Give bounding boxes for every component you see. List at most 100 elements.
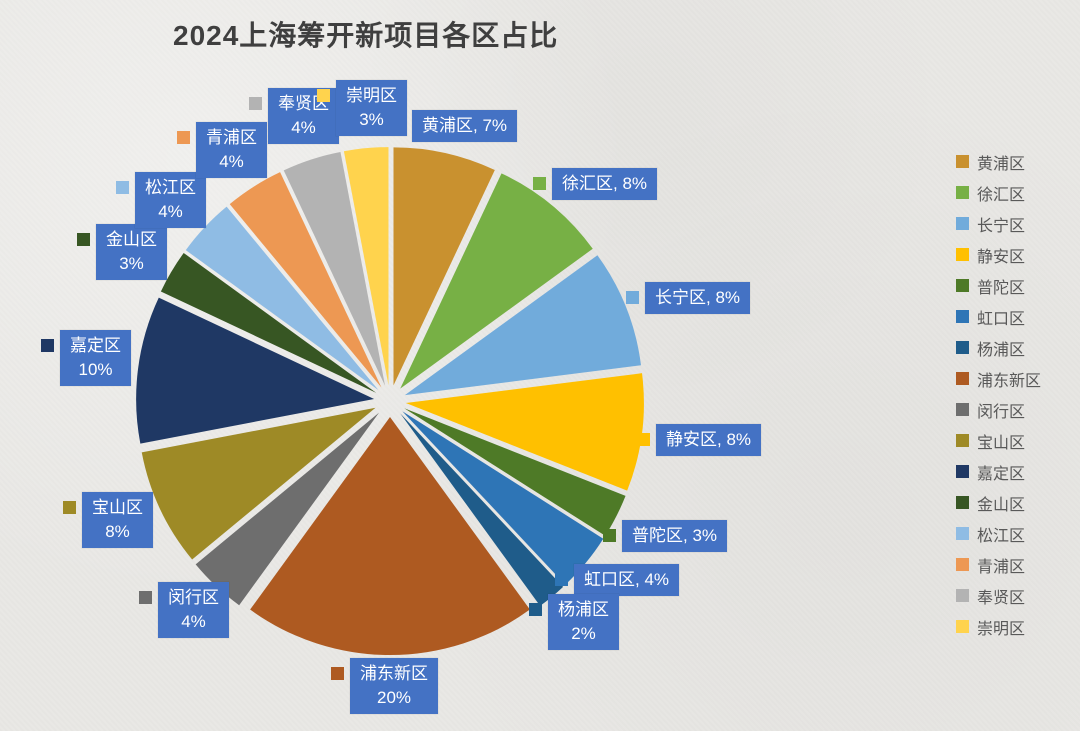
legend-swatch-icon (956, 496, 969, 509)
legend-key-icon (317, 89, 330, 102)
data-label-金山区: 金山区 3% (77, 224, 167, 280)
legend: 黄浦区 徐汇区 长宁区 静安区 普陀区 虹口区 杨浦区 浦东新区 闵行区 宝山区 嘉定区 金山区 松江区… (956, 146, 1076, 642)
data-label-box: 虹口区, 4% (574, 564, 680, 596)
legend-item-长宁区: 长宁区 (956, 208, 1076, 239)
legend-label: 崇明区 (977, 620, 1026, 638)
data-label-name: 嘉定区 (70, 336, 121, 355)
pie-slice-浦东新区 (250, 417, 530, 656)
data-label-name: 闵行区 (168, 588, 219, 607)
legend-label: 宝山区 (977, 434, 1026, 452)
data-label-嘉定区: 嘉定区 10% (41, 330, 131, 386)
pie-slice-长宁区 (404, 255, 641, 396)
legend-key-icon (533, 177, 546, 190)
legend-swatch-icon (956, 248, 969, 261)
legend-key-icon (603, 529, 616, 542)
legend-label: 金山区 (977, 496, 1026, 514)
legend-item-浦东新区: 浦东新区 (956, 363, 1076, 394)
pie-slice-金山区 (160, 252, 377, 393)
legend-label: 闵行区 (977, 403, 1026, 421)
data-label-box: 徐汇区, 8% (552, 168, 658, 200)
data-label-浦东新区: 浦东新区 20% (331, 658, 438, 714)
chart-title: 2024上海筹开新项目各区占比 (173, 20, 559, 51)
legend-swatch-icon (956, 403, 969, 416)
data-label-杨浦区: 杨浦区 2% (529, 594, 619, 650)
legend-key-icon (555, 573, 568, 586)
pie-slice-宝山区 (141, 407, 376, 560)
legend-swatch-icon (956, 620, 969, 633)
data-label-静安区: 静安区, 8% (637, 424, 762, 456)
pie-slice-闵行区 (195, 412, 380, 606)
data-label-box: 浦东新区 20% (350, 658, 438, 714)
legend-label: 静安区 (977, 248, 1026, 266)
data-label-长宁区: 长宁区, 8% (626, 282, 751, 314)
data-label-value: 8% (105, 522, 130, 541)
legend-item-松江区: 松江区 (956, 518, 1076, 549)
pie-slice-嘉定区 (136, 297, 375, 444)
pie-slice-静安区 (405, 373, 644, 491)
legend-key-icon (63, 501, 76, 514)
data-label-box: 青浦区 4% (196, 122, 267, 178)
data-label-value: 3% (359, 110, 384, 129)
pie-slice-杨浦区 (400, 413, 564, 606)
legend-key-icon (249, 97, 262, 110)
data-label-宝山区: 宝山区 8% (63, 492, 153, 548)
data-label-name: 奉贤区 (278, 94, 329, 113)
data-label-name: 金山区 (106, 230, 157, 249)
legend-key-icon (116, 181, 129, 194)
data-label-普陀区: 普陀区, 3% (603, 520, 728, 552)
legend-item-普陀区: 普陀区 (956, 270, 1076, 301)
legend-swatch-icon (956, 155, 969, 168)
data-label-青浦区: 青浦区 4% (177, 122, 267, 178)
legend-item-静安区: 静安区 (956, 239, 1076, 270)
data-label-value: 4% (158, 202, 183, 221)
legend-item-杨浦区: 杨浦区 (956, 332, 1076, 363)
legend-swatch-icon (956, 310, 969, 323)
data-label-value: 4% (219, 152, 244, 171)
legend-label: 杨浦区 (977, 341, 1026, 359)
legend-key-icon (637, 433, 650, 446)
data-label-value: 4% (181, 612, 206, 631)
data-label-闵行区: 闵行区 4% (139, 582, 229, 638)
data-label-box: 长宁区, 8% (645, 282, 751, 314)
data-label-value: 4% (291, 118, 316, 137)
legend-item-宝山区: 宝山区 (956, 425, 1076, 456)
legend-swatch-icon (956, 372, 969, 385)
pie-slice-奉贤区 (283, 152, 386, 386)
data-label-name: 宝山区 (92, 498, 143, 517)
data-label-name: 青浦区 (206, 128, 257, 147)
pie-slice-松江区 (185, 206, 379, 391)
data-label-name: 松江区 (145, 178, 196, 197)
legend-key-icon (331, 667, 344, 680)
data-label-box: 崇明区 3% (336, 80, 407, 136)
data-label-徐汇区: 徐汇区, 8% (533, 168, 658, 200)
legend-label: 嘉定区 (977, 465, 1026, 483)
pie-slice-黄浦区 (393, 147, 495, 386)
data-label-box: 闵行区 4% (158, 582, 229, 638)
legend-swatch-icon (956, 279, 969, 292)
pie-slice-普陀区 (404, 408, 626, 536)
legend-item-金山区: 金山区 (956, 487, 1076, 518)
legend-label: 浦东新区 (977, 372, 1042, 390)
data-label-value: 3% (119, 254, 144, 273)
data-label-松江区: 松江区 4% (116, 172, 206, 228)
data-label-box: 静安区, 8% (656, 424, 762, 456)
legend-swatch-icon (956, 434, 969, 447)
pie-slice-虹口区 (402, 411, 604, 585)
legend-swatch-icon (956, 558, 969, 571)
legend-key-icon (177, 131, 190, 144)
data-label-崇明区: 崇明区 3% (317, 80, 407, 136)
legend-swatch-icon (956, 341, 969, 354)
data-label-box: 普陀区, 3% (622, 520, 728, 552)
legend-swatch-icon (956, 186, 969, 199)
data-label-box: 金山区 3% (96, 224, 167, 280)
data-label-box: 松江区 4% (135, 172, 206, 228)
legend-key-icon (626, 291, 639, 304)
data-label-虹口区: 虹口区, 4% (555, 564, 680, 596)
data-label-box: 黄浦区, 7% (412, 110, 518, 142)
legend-label: 青浦区 (977, 558, 1026, 576)
data-label-value: 10% (78, 360, 113, 379)
data-label-box: 杨浦区 2% (548, 594, 619, 650)
legend-label: 黄浦区 (977, 155, 1026, 173)
